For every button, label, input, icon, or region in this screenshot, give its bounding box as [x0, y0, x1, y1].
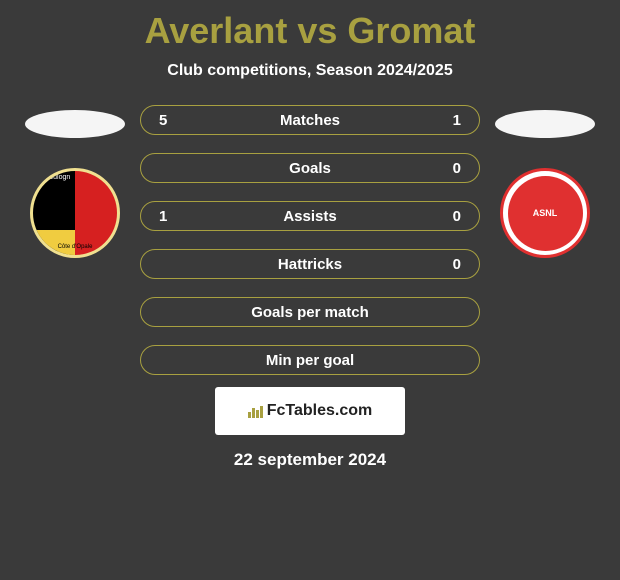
club-left-label-bottom: Côte d'Opale — [33, 244, 117, 250]
chart-icon — [248, 404, 263, 418]
stat-label: Matches — [280, 112, 340, 129]
brand-text: FcTables.com — [267, 402, 373, 420]
stat-left-value: 1 — [159, 208, 189, 225]
stat-right-value: 0 — [431, 256, 461, 273]
stats-column: 5 Matches 1 Goals 0 1 Assists 0 Hattrick… — [130, 105, 490, 375]
stat-label: Goals — [289, 160, 331, 177]
stat-bar-min-per-goal: Min per goal — [140, 345, 480, 375]
stat-label: Min per goal — [266, 352, 354, 369]
player-right-column: ASNL — [490, 105, 600, 258]
subtitle: Club competitions, Season 2024/2025 — [167, 62, 452, 80]
stat-label: Goals per match — [251, 304, 369, 321]
stat-right-value: 0 — [431, 160, 461, 177]
stat-bar-hattricks: Hattricks 0 — [140, 249, 480, 279]
club-logo-right: ASNL — [500, 168, 590, 258]
stat-label: Assists — [283, 208, 336, 225]
player-left-nameplate — [25, 110, 125, 138]
stat-bar-assists: 1 Assists 0 — [140, 201, 480, 231]
stat-bar-goals: Goals 0 — [140, 153, 480, 183]
brand-logo: FcTables.com — [248, 402, 373, 420]
brand-box: FcTables.com — [215, 387, 405, 435]
stat-bar-goals-per-match: Goals per match — [140, 297, 480, 327]
club-left-label-top: S. Boulogn — [36, 174, 70, 181]
stat-label: Hattricks — [278, 256, 342, 273]
stat-bar-matches: 5 Matches 1 — [140, 105, 480, 135]
date-text: 22 september 2024 — [234, 450, 386, 470]
stat-right-value: 1 — [431, 112, 461, 129]
player-right-nameplate — [495, 110, 595, 138]
club-logo-left: S. Boulogn Côte d'Opale — [30, 168, 120, 258]
club-right-label: ASNL — [508, 176, 583, 251]
stat-left-value: 5 — [159, 112, 189, 129]
player-left-column: S. Boulogn Côte d'Opale — [20, 105, 130, 258]
stat-right-value: 0 — [431, 208, 461, 225]
comparison-row: S. Boulogn Côte d'Opale 5 Matches 1 Goal… — [0, 105, 620, 375]
page-title: Averlant vs Gromat — [145, 10, 476, 52]
